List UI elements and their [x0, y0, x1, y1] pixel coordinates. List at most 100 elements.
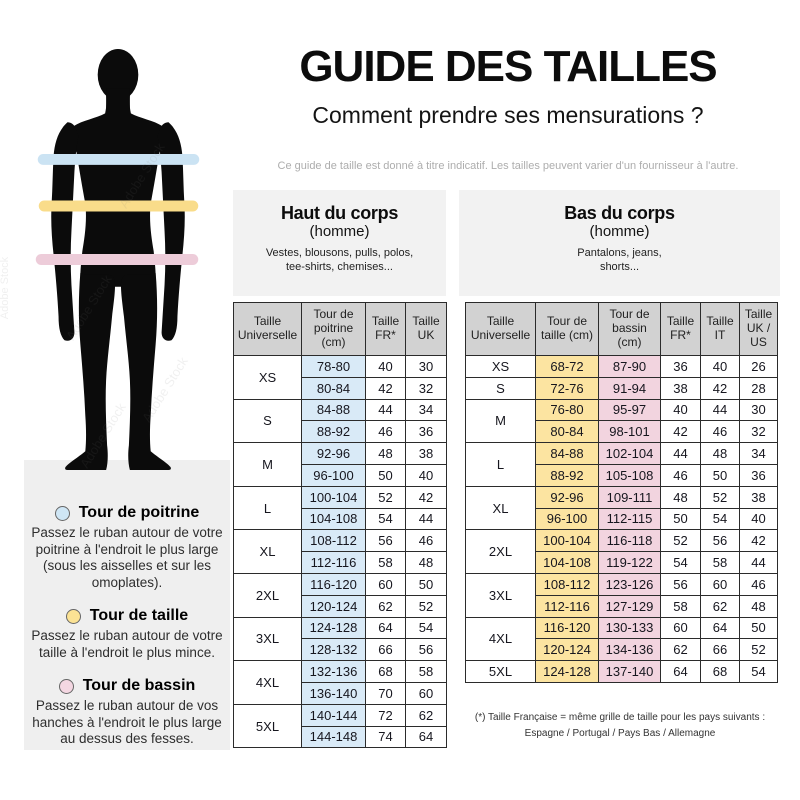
size-cell: 4XL: [233, 660, 302, 705]
value-cell: 100-104: [535, 529, 599, 553]
value-cell: 76-80: [535, 398, 599, 422]
value-cell: 132-136: [301, 660, 366, 683]
size-cell: 3XL: [233, 616, 302, 662]
value-cell: 116-118: [598, 529, 661, 553]
watermark-text: Adobe Stock: [0, 256, 12, 320]
value-cell: 30: [739, 398, 778, 422]
table-row: XS 68-72 87-90 36 40 26: [465, 355, 778, 378]
size-cell: S: [233, 398, 302, 444]
table-row: XL 92-96 109-111 48 52 38: [465, 485, 778, 531]
value-cell: 124-128: [535, 660, 599, 683]
value-cell: 108-112: [535, 572, 599, 596]
value-cell: 42: [700, 376, 740, 400]
value-cell: 56: [365, 529, 406, 553]
value-cell: 74: [365, 725, 406, 749]
value-cell: 144-148: [301, 725, 366, 749]
size-cell: M: [465, 398, 536, 444]
table-row: L 100-104 52 42: [233, 485, 447, 531]
table-row: M 92-96 48 38: [233, 442, 447, 487]
value-cell: 104-108: [301, 507, 366, 531]
disclaimer-note: Ce guide de taille est donné à titre ind…: [277, 160, 739, 172]
table-row: 80-84 42 32: [234, 376, 447, 400]
footnote-line: (*) Taille Française = même grille de ta…: [474, 712, 766, 723]
value-cell: 50: [365, 463, 406, 487]
value-cell: 80-84: [535, 420, 599, 444]
value-cell: 95-97: [598, 398, 661, 422]
value-cell: 40: [405, 463, 447, 487]
value-cell: 34: [739, 442, 778, 465]
legend-item-waist: Tour de taille Passez le ruban autour de…: [30, 607, 224, 661]
value-cell: 60: [405, 681, 447, 705]
value-cell: 72: [365, 703, 406, 727]
value-cell: 52: [405, 594, 447, 618]
legend-item-hips: Tour de bassin Passez le ruban autour de…: [30, 677, 224, 748]
waist-dot-icon: [65, 608, 81, 624]
value-cell: 48: [700, 442, 740, 465]
value-cell: 26: [739, 355, 778, 378]
value-cell: 68-72: [535, 355, 599, 378]
value-cell: 40: [739, 507, 778, 531]
section-gender: (homme): [309, 223, 370, 240]
value-cell: 40: [700, 355, 740, 378]
value-cell: 28: [739, 376, 778, 400]
column-header: Taille UK / US: [739, 302, 778, 356]
value-cell: 100-104: [301, 485, 366, 509]
value-cell: 46: [660, 463, 701, 487]
value-cell: 32: [405, 376, 447, 400]
value-cell: 50: [405, 572, 447, 596]
value-cell: 54: [660, 551, 701, 574]
column-header: Taille FR*: [660, 302, 701, 356]
table-row: S 84-88 44 34: [233, 398, 447, 444]
size-cell: XS: [465, 355, 536, 378]
value-cell: 120-124: [535, 638, 599, 662]
table-row: XL 108-112 56 46: [233, 529, 447, 574]
page-subtitle: Comment prendre ses mensurations ?: [312, 102, 704, 128]
value-cell: 48: [365, 442, 406, 465]
value-cell: 68: [700, 660, 740, 683]
value-cell: 38: [405, 442, 447, 465]
value-cell: 124-128: [301, 616, 366, 640]
value-cell: 64: [405, 725, 447, 749]
value-cell: 84-88: [535, 442, 599, 465]
section-gender: (homme): [589, 223, 650, 240]
page-title: GUIDE DES TAILLES: [299, 42, 717, 91]
table-row: 144-148 74 64: [234, 725, 447, 749]
value-cell: 92-96: [535, 485, 599, 509]
column-header: Taille Universelle: [233, 302, 302, 356]
value-cell: 52: [660, 529, 701, 553]
value-cell: 66: [700, 638, 740, 662]
size-cell: L: [465, 442, 536, 487]
section-title: Bas du corps: [564, 203, 675, 223]
section-title: Haut du corps: [280, 203, 399, 223]
value-cell: 128-132: [301, 638, 366, 662]
value-cell: 123-126: [598, 572, 661, 596]
table-row: L 84-88 102-104 44 48 34: [465, 442, 778, 487]
size-cell: 5XL: [465, 660, 536, 683]
value-cell: 116-120: [301, 572, 366, 596]
legend-title: Tour de taille: [89, 607, 189, 624]
value-cell: 66: [365, 638, 406, 662]
value-cell: 140-144: [301, 703, 366, 727]
value-cell: 60: [365, 572, 406, 596]
lower-body-section-header: Bas du corps (homme) Pantalons, jeans, s…: [459, 190, 780, 296]
value-cell: 92-96: [301, 442, 366, 465]
value-cell: 46: [365, 420, 406, 444]
legend-text: Passez le ruban autour de votre poitrine…: [31, 525, 223, 590]
size-cell: 2XL: [465, 529, 536, 574]
value-cell: 44: [700, 398, 740, 422]
size-table: Taille Universelle Tour de poitrine (cm) T…: [233, 302, 447, 749]
value-cell: 44: [739, 551, 778, 574]
value-cell: 64: [700, 616, 740, 640]
value-cell: 46: [700, 420, 740, 444]
value-cell: 52: [700, 485, 740, 509]
value-cell: 54: [700, 507, 740, 531]
table-row: 88-92 46 36: [234, 420, 447, 444]
value-cell: 64: [365, 616, 406, 640]
table-row: 96-100 50 40: [234, 463, 447, 487]
section-items-line: Pantalons, jeans,: [577, 247, 662, 259]
hips-band: [35, 254, 199, 265]
section-items-line: Vestes, blousons, pulls, polos,: [265, 247, 414, 259]
value-cell: 137-140: [598, 660, 661, 683]
measurement-legend: Tour de poitrine Passez le ruban autour …: [24, 460, 230, 750]
